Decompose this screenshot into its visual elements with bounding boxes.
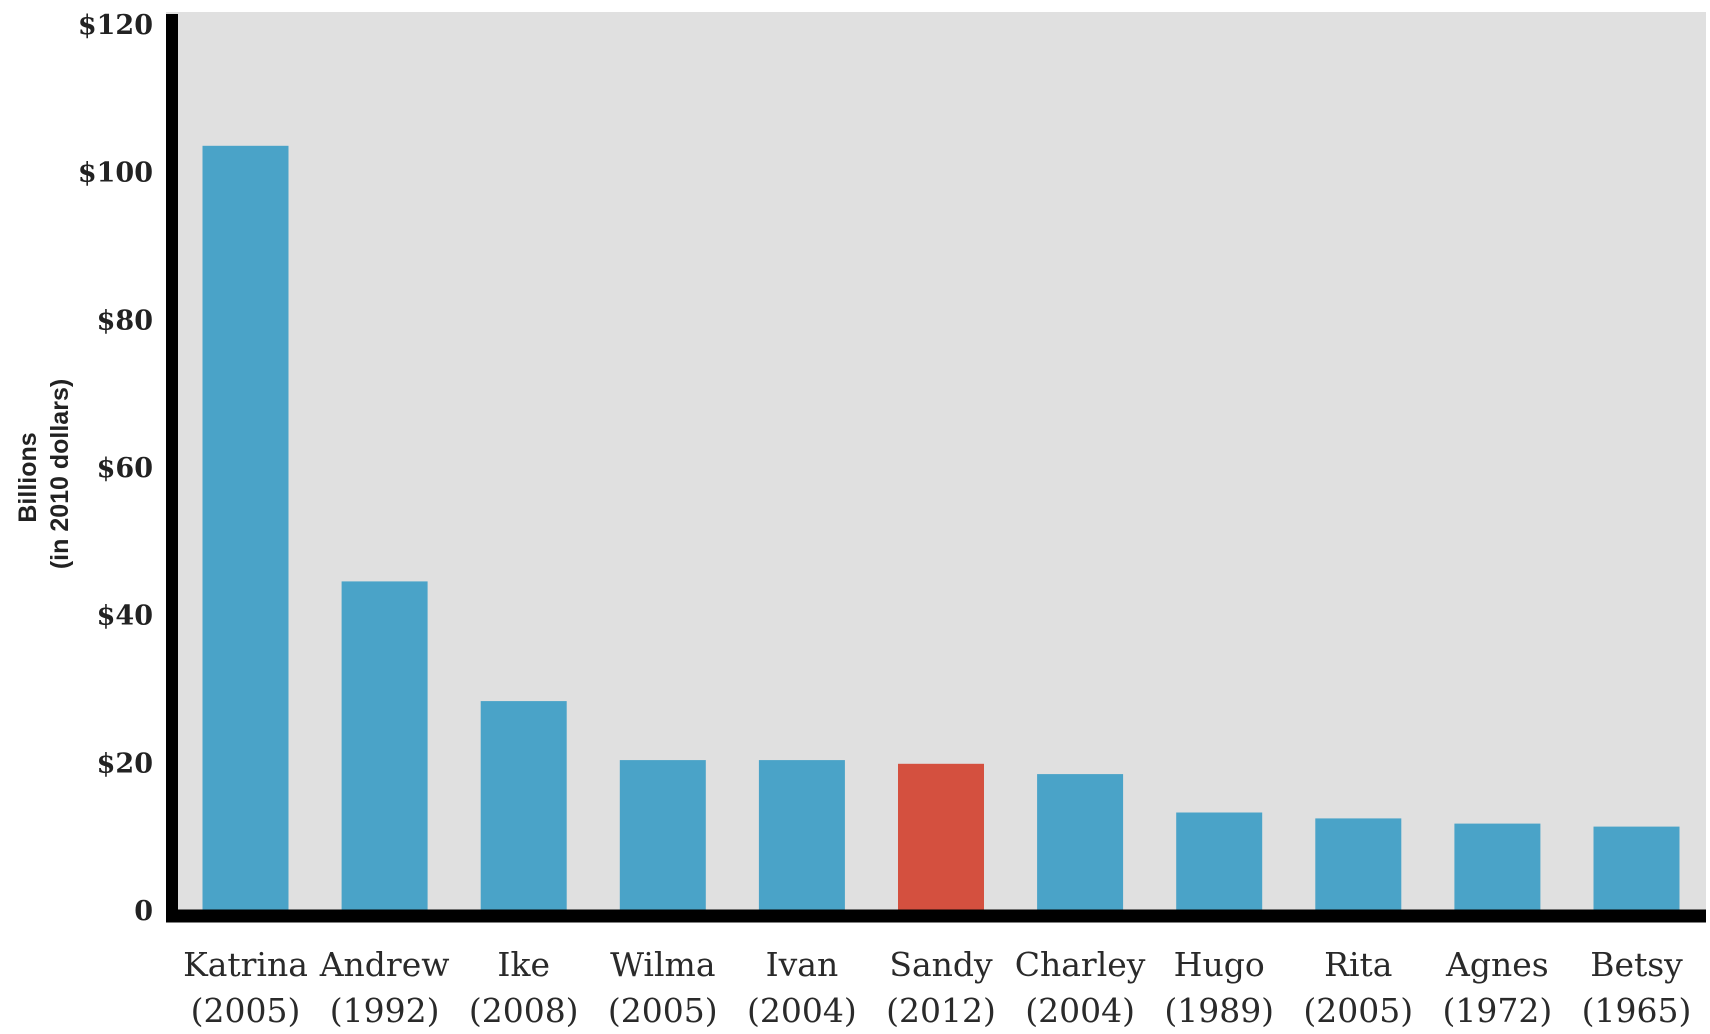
x-label-sandy-name: Sandy [889, 945, 993, 984]
x-label-rita-name: Rita [1324, 945, 1392, 984]
x-label-rita-year: (2005) [1303, 991, 1413, 1030]
x-label-agnes-name: Agnes [1445, 945, 1549, 984]
x-label-sandy-year: (2012) [886, 991, 996, 1030]
y-axis-title-line-1: Billions [14, 432, 42, 522]
x-label-betsy-year: (1965) [1582, 991, 1692, 1030]
x-label-katrina-year: (2005) [191, 991, 301, 1030]
y-tick-label: $120 [78, 10, 153, 41]
x-label-katrina-name: Katrina [183, 945, 308, 984]
bar-andrew [341, 581, 428, 910]
bar-ivan [758, 760, 845, 910]
bar-wilma [619, 760, 706, 910]
x-label-charley-year: (2004) [1025, 991, 1135, 1030]
bar-katrina [202, 145, 289, 911]
y-tick-label: $80 [97, 305, 153, 336]
bar-charley [1037, 774, 1124, 910]
x-label-andrew-year: (1992) [330, 991, 440, 1030]
x-label-ike-year: (2008) [469, 991, 579, 1030]
x-label-hugo-year: (1989) [1164, 991, 1274, 1030]
x-category-labels: Katrina (2005) Andrew (1992) Ike (2008) Wilma (… [183, 945, 1691, 1030]
x-label-ivan-name: Ivan [766, 945, 839, 984]
x-label-betsy-name: Betsy [1590, 945, 1683, 984]
bar-sandy [898, 763, 984, 910]
x-label-ike-name: Ike [497, 945, 550, 984]
y-tick-label: 0 [134, 896, 153, 927]
bar-betsy [1593, 826, 1680, 910]
x-label-agnes-year: (1972) [1443, 991, 1553, 1030]
y-tick-label: $100 [78, 158, 153, 189]
y-axis-title-line-2: (in 2010 dollars) [46, 379, 74, 569]
bar-agnes [1454, 823, 1541, 910]
x-label-wilma-year: (2005) [608, 991, 718, 1030]
x-label-wilma-name: Wilma [610, 945, 715, 984]
y-tick-label: $20 [97, 748, 153, 779]
x-label-ivan-year: (2004) [747, 991, 857, 1030]
y-tick-labels: 0 $20 $40 $60 $80 $100 $120 [78, 10, 153, 927]
bar-rita [1315, 818, 1402, 910]
x-label-charley-name: Charley [1015, 945, 1146, 984]
x-label-hugo-name: Hugo [1174, 945, 1265, 984]
y-tick-label: $60 [97, 453, 153, 484]
y-tick-label: $40 [97, 601, 153, 632]
y-axis-title: Billions (in 2010 dollars) [14, 379, 74, 569]
bar-ike [480, 701, 567, 910]
x-label-andrew-name: Andrew [319, 945, 450, 984]
bars-layer [202, 145, 1680, 911]
bar-hugo [1176, 812, 1263, 910]
